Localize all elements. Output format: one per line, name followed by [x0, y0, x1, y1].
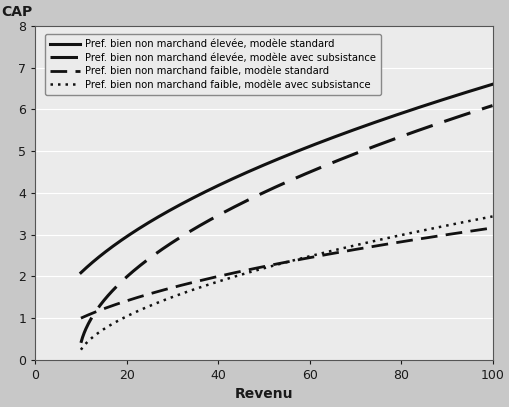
Legend: Pref. bien non marchand élevée, modèle standard, Pref. bien non marchand élevée,: Pref. bien non marchand élevée, modèle s…	[45, 34, 380, 95]
Text: CAP: CAP	[1, 5, 32, 19]
X-axis label: Revenu: Revenu	[234, 387, 293, 401]
